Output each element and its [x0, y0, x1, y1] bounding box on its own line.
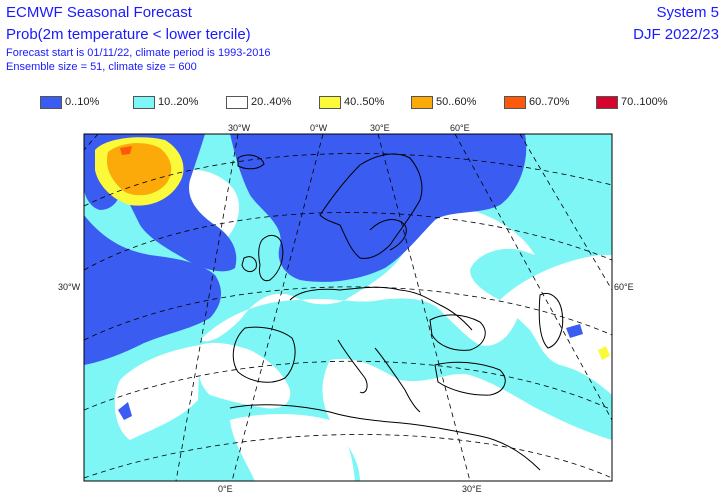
legend-swatch-4: [319, 95, 341, 109]
legend-label-4: 40..50%: [344, 96, 385, 108]
coast-ireland: [241, 256, 257, 273]
coast-italy: [337, 339, 368, 394]
field-red-greenland: [120, 146, 132, 155]
coast-caspian: [538, 293, 564, 349]
coast-iceland: [237, 154, 265, 170]
coast-black-sea: [429, 314, 486, 351]
coast-europe: [289, 286, 473, 331]
legend-item-6: 60..70%: [504, 94, 569, 110]
system-label: System 5: [656, 4, 719, 21]
field-blue-north: [230, 134, 527, 282]
legend-item-4: 40..50%: [319, 94, 384, 110]
legend-swatch-3: [226, 95, 248, 109]
coast-uk: [258, 234, 284, 282]
meridian-30e: [377, 134, 471, 481]
parallel-30: [84, 434, 612, 479]
field-blue-atlantic: [84, 215, 222, 365]
field-white-atlantic-band: [114, 345, 200, 440]
lon-label-bottom-2: 30°E: [462, 484, 482, 494]
meridian-0: [231, 134, 324, 481]
legend-label-5: 50..60%: [436, 96, 477, 108]
coast-balkans: [374, 347, 421, 413]
forecast-info: Forecast start is 01/11/22, climate peri…: [6, 47, 271, 59]
legend-swatch-2: [133, 95, 155, 109]
lon-label-top-2: 0°W: [310, 123, 328, 133]
graticule: [84, 134, 612, 481]
legend-swatch-1: [40, 95, 62, 109]
field-white-north-africa: [230, 414, 355, 481]
map-border: [83, 133, 613, 482]
field-white-east: [500, 255, 612, 395]
legend-label-1: 0..10%: [65, 96, 100, 108]
legend-label-2: 10..20%: [158, 96, 199, 108]
parallel-50: [84, 286, 612, 341]
meridian-60e: [454, 134, 612, 421]
field-blue-patch-caspian: [566, 324, 583, 338]
legend-item-3: 20..40%: [226, 94, 291, 110]
coast-north-africa: [229, 404, 541, 471]
legend-item-2: 10..20%: [133, 94, 198, 110]
legend-item-1: 0..10%: [40, 94, 99, 110]
field-orange-greenland: [106, 143, 172, 196]
lon-label-bottom-1: 0°E: [218, 484, 233, 494]
meridian-60w: [84, 134, 99, 151]
coast-scandinavia: [319, 153, 423, 259]
lon-label-right: 60°E: [614, 282, 634, 292]
meridian-90e: [519, 134, 612, 291]
coast-turkey: [434, 361, 506, 396]
legend-swatch-5: [411, 95, 433, 109]
legend: 0..10% 10..20% 20..40% 40..50% 50..60% 6…: [0, 94, 725, 112]
legend-item-7: 70..100%: [596, 94, 667, 110]
field-white-central-europe: [200, 200, 535, 346]
coastlines: [229, 153, 564, 471]
legend-swatch-7: [596, 95, 618, 109]
legend-item-5: 50..60%: [411, 94, 476, 110]
lon-label-top-3: 30°E: [370, 123, 390, 133]
probability-field: [84, 134, 612, 481]
ensemble-info: Ensemble size = 51, climate size = 600: [6, 61, 197, 73]
meridian-30w: [175, 134, 239, 481]
chart-title: ECMWF Seasonal Forecast: [6, 4, 192, 21]
coast-iberia: [232, 326, 296, 383]
legend-label-6: 60..70%: [529, 96, 570, 108]
field-blue-patch-atlantic: [118, 402, 132, 420]
coast-baltic: [369, 219, 407, 251]
lon-label-top-4: 60°E: [450, 123, 470, 133]
legend-label-3: 20..40%: [251, 96, 292, 108]
lon-label-left: 30°W: [58, 282, 81, 292]
season-label: DJF 2022/23: [633, 26, 719, 43]
field-yellow-patch-east: [598, 346, 610, 360]
parallel-70: [84, 153, 612, 207]
legend-swatch-6: [504, 95, 526, 109]
field-white-south: [322, 359, 612, 481]
chart-subtitle: Prob(2m temperature < lower tercile): [6, 26, 251, 43]
parallel-60: [84, 212, 612, 271]
lon-label-top-1: 30°W: [228, 123, 251, 133]
legend-label-7: 70..100%: [621, 96, 668, 108]
parallel-40: [84, 360, 612, 411]
